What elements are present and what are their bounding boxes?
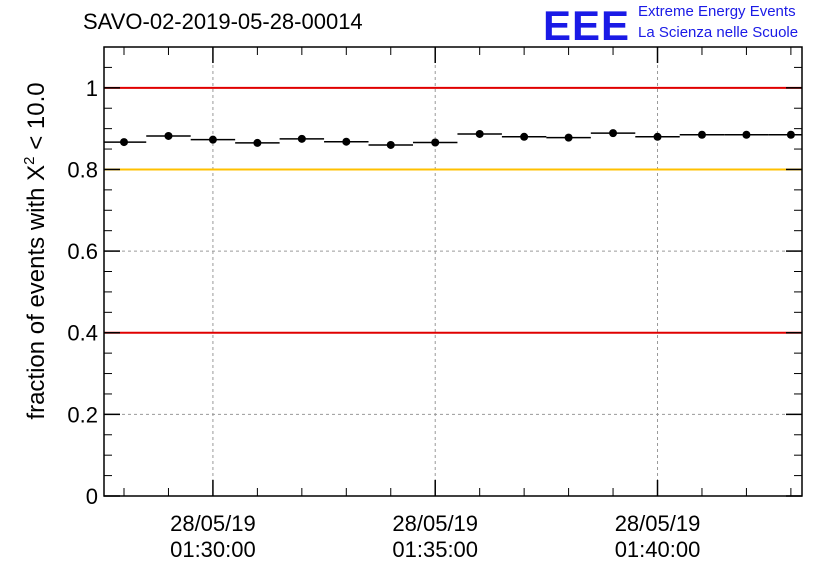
logo-tagline-2: La Scienza nelle Scuole [638,24,799,41]
data-point [564,133,573,142]
data-point [297,134,306,143]
data-point [609,129,618,138]
data-point [342,137,351,146]
logo-tagline-1: Extreme Energy Events [638,3,796,20]
data-point [742,130,751,139]
x-tick-label-date: 28/05/19 [615,511,701,536]
y-tick-label: 0.4 [67,321,98,346]
x-tick-label-time: 01:35:00 [392,537,478,562]
data-point [475,129,484,138]
x-tick-label-date: 28/05/19 [170,511,256,536]
data-point [786,130,795,139]
data-point [120,138,129,147]
x-tick-label-time: 01:30:00 [170,537,256,562]
y-tick-label: 0.8 [67,157,98,182]
y-tick-label: 0.6 [67,239,98,264]
data-point [431,138,440,147]
data-point [520,132,529,141]
y-axis-label-suffix: < 10.0 [23,82,50,156]
data-point [208,135,217,144]
grid-layer [104,47,802,496]
data-series [104,129,802,149]
tick-labels: 00.20.40.60.8128/05/1901:30:0028/05/1901… [67,76,700,562]
chart-title: SAVO-02-2019-05-28-00014 [83,9,363,34]
axes [103,46,803,497]
plot-frame [103,46,803,497]
x-tick-label-date: 28/05/19 [392,511,478,536]
data-point [164,131,173,140]
y-tick-label: 0.2 [67,402,98,427]
y-tick-label: 1 [86,76,98,101]
y-axis-label-superscript: 2 [21,156,38,164]
reference-lines [104,86,802,334]
eee-logo: EEE [543,2,631,49]
x-tick-label-time: 01:40:00 [615,537,701,562]
data-point [653,132,662,141]
data-point [253,138,262,147]
y-axis-label: fraction of events with X2 < 10.0 [21,82,50,419]
y-axis-label-prefix: fraction of events with [23,181,50,420]
data-point [386,140,395,149]
data-point [697,130,706,139]
y-axis-label-symbol: X [23,165,50,181]
y-tick-label: 0 [86,484,98,509]
